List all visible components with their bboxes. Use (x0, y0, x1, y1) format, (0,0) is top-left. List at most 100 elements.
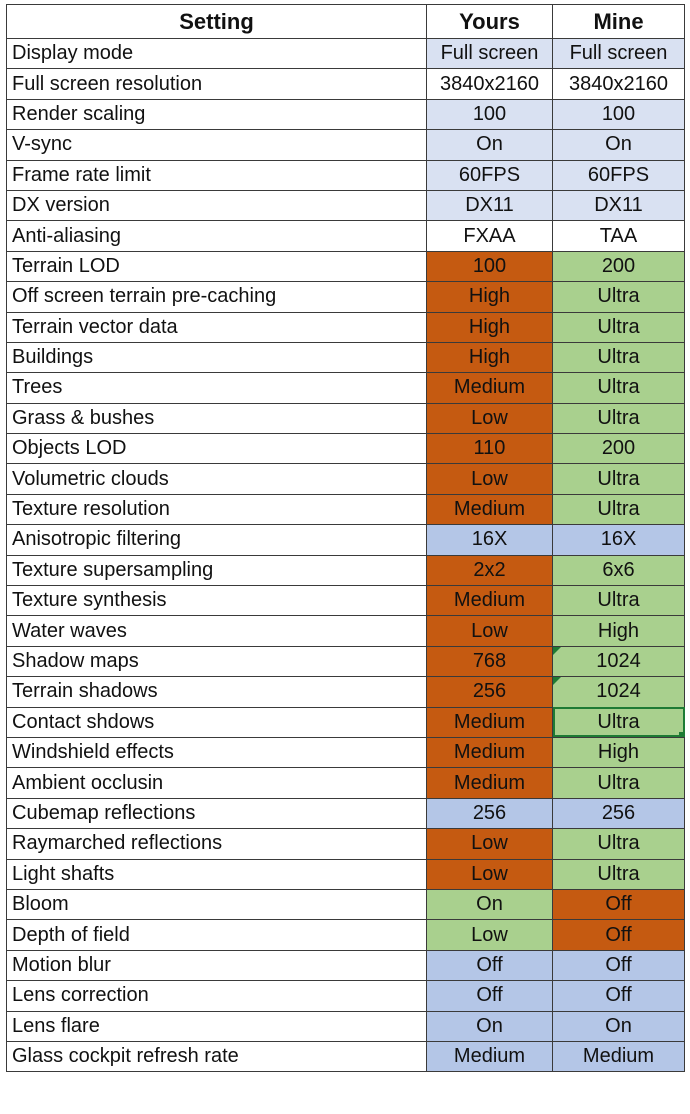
setting-cell[interactable]: Contact shdows (6, 706, 427, 738)
yours-cell[interactable]: High (426, 341, 553, 374)
setting-cell[interactable]: Light shafts (6, 858, 427, 890)
setting-cell[interactable]: Terrain shadows (6, 676, 427, 708)
yours-cell[interactable]: Medium (426, 706, 553, 738)
setting-cell[interactable]: Water waves (6, 615, 427, 647)
setting-cell[interactable]: Terrain vector data (6, 311, 427, 343)
mine-cell[interactable]: 6x6 (552, 554, 685, 587)
yours-cell[interactable]: 2x2 (426, 554, 553, 587)
yours-cell[interactable]: 16X (426, 524, 553, 556)
setting-cell[interactable]: Buildings (6, 341, 427, 374)
setting-cell[interactable]: Anisotropic filtering (6, 524, 427, 556)
setting-cell[interactable]: Objects LOD (6, 433, 427, 465)
setting-cell[interactable]: Windshield effects (6, 736, 427, 769)
setting-cell[interactable]: Texture supersampling (6, 554, 427, 587)
header-setting[interactable]: Setting (6, 4, 427, 39)
yours-cell[interactable]: 256 (426, 797, 553, 830)
mine-cell[interactable]: DX11 (552, 189, 685, 222)
setting-cell[interactable]: Texture resolution (6, 493, 427, 526)
yours-cell[interactable]: Medium (426, 1040, 553, 1073)
setting-cell[interactable]: Trees (6, 372, 427, 404)
setting-cell[interactable]: Bloom (6, 888, 427, 921)
yours-cell[interactable]: On (426, 1010, 553, 1042)
setting-cell[interactable]: Texture synthesis (6, 585, 427, 617)
setting-cell[interactable]: Ambient occlusin (6, 767, 427, 799)
mine-cell[interactable]: TAA (552, 220, 685, 252)
mine-cell[interactable]: 1024 (552, 676, 685, 708)
mine-cell[interactable]: 16X (552, 524, 685, 556)
yours-cell[interactable]: FXAA (426, 220, 553, 252)
mine-cell[interactable]: Ultra (552, 828, 685, 860)
mine-cell[interactable]: Ultra (552, 463, 685, 495)
setting-cell[interactable]: Raymarched reflections (6, 828, 427, 860)
mine-cell[interactable]: Ultra (552, 402, 685, 435)
mine-cell[interactable]: Ultra (552, 341, 685, 374)
yours-cell[interactable]: Low (426, 402, 553, 435)
yours-cell[interactable]: 110 (426, 433, 553, 465)
setting-cell[interactable]: V-sync (6, 129, 427, 161)
yours-cell[interactable]: 100 (426, 250, 553, 283)
yours-cell[interactable]: 768 (426, 645, 553, 678)
setting-cell[interactable]: Depth of field (6, 919, 427, 951)
yours-cell[interactable]: Medium (426, 736, 553, 769)
setting-cell[interactable]: Cubemap reflections (6, 797, 427, 830)
yours-cell[interactable]: 256 (426, 676, 553, 708)
yours-cell[interactable]: 3840x2160 (426, 68, 553, 100)
setting-cell[interactable]: Terrain LOD (6, 250, 427, 283)
setting-cell[interactable]: Volumetric clouds (6, 463, 427, 495)
mine-cell[interactable]: Off (552, 919, 685, 951)
yours-cell[interactable]: Medium (426, 493, 553, 526)
mine-cell[interactable]: On (552, 1010, 685, 1042)
yours-cell[interactable]: Low (426, 919, 553, 951)
setting-cell[interactable]: Glass cockpit refresh rate (6, 1040, 427, 1073)
header-yours[interactable]: Yours (426, 4, 553, 39)
mine-cell[interactable]: Ultra (552, 493, 685, 526)
setting-cell[interactable]: Display mode (6, 37, 427, 70)
yours-cell[interactable]: Off (426, 980, 553, 1012)
mine-cell[interactable]: Off (552, 980, 685, 1012)
setting-cell[interactable]: DX version (6, 189, 427, 222)
mine-cell[interactable]: Ultra (552, 311, 685, 343)
mine-cell[interactable]: High (552, 615, 685, 647)
mine-cell[interactable]: Ultra (552, 281, 685, 313)
setting-cell[interactable]: Lens correction (6, 980, 427, 1012)
mine-cell[interactable]: Off (552, 949, 685, 982)
setting-cell[interactable]: Motion blur (6, 949, 427, 982)
mine-cell[interactable]: Full screen (552, 37, 685, 70)
yours-cell[interactable]: 100 (426, 98, 553, 131)
mine-cell[interactable]: Ultra (552, 585, 685, 617)
mine-cell[interactable]: 256 (552, 797, 685, 830)
setting-cell[interactable]: Off screen terrain pre-caching (6, 281, 427, 313)
yours-cell[interactable]: Low (426, 463, 553, 495)
yours-cell[interactable]: Full screen (426, 37, 553, 70)
mine-cell[interactable]: High (552, 736, 685, 769)
yours-cell[interactable]: High (426, 311, 553, 343)
mine-cell[interactable]: Ultra (552, 767, 685, 799)
yours-cell[interactable]: 60FPS (426, 159, 553, 191)
mine-cell[interactable]: 100 (552, 98, 685, 131)
yours-cell[interactable]: On (426, 129, 553, 161)
mine-cell[interactable]: Medium (552, 1040, 685, 1073)
mine-cell-selected[interactable]: Ultra (552, 706, 685, 738)
setting-cell[interactable]: Shadow maps (6, 645, 427, 678)
yours-cell[interactable]: Low (426, 828, 553, 860)
setting-cell[interactable]: Full screen resolution (6, 68, 427, 100)
setting-cell[interactable]: Lens flare (6, 1010, 427, 1042)
mine-cell[interactable]: 3840x2160 (552, 68, 685, 100)
yours-cell[interactable]: Low (426, 615, 553, 647)
mine-cell[interactable]: Ultra (552, 372, 685, 404)
mine-cell[interactable]: Ultra (552, 858, 685, 890)
mine-cell[interactable]: 1024 (552, 645, 685, 678)
header-mine[interactable]: Mine (552, 4, 685, 39)
setting-cell[interactable]: Grass & bushes (6, 402, 427, 435)
yours-cell[interactable]: Medium (426, 585, 553, 617)
yours-cell[interactable]: Low (426, 858, 553, 890)
mine-cell[interactable]: 200 (552, 250, 685, 283)
mine-cell[interactable]: 200 (552, 433, 685, 465)
mine-cell[interactable]: On (552, 129, 685, 161)
mine-cell[interactable]: Off (552, 888, 685, 921)
setting-cell[interactable]: Anti-aliasing (6, 220, 427, 252)
mine-cell[interactable]: 60FPS (552, 159, 685, 191)
yours-cell[interactable]: Medium (426, 372, 553, 404)
setting-cell[interactable]: Frame rate limit (6, 159, 427, 191)
yours-cell[interactable]: Off (426, 949, 553, 982)
